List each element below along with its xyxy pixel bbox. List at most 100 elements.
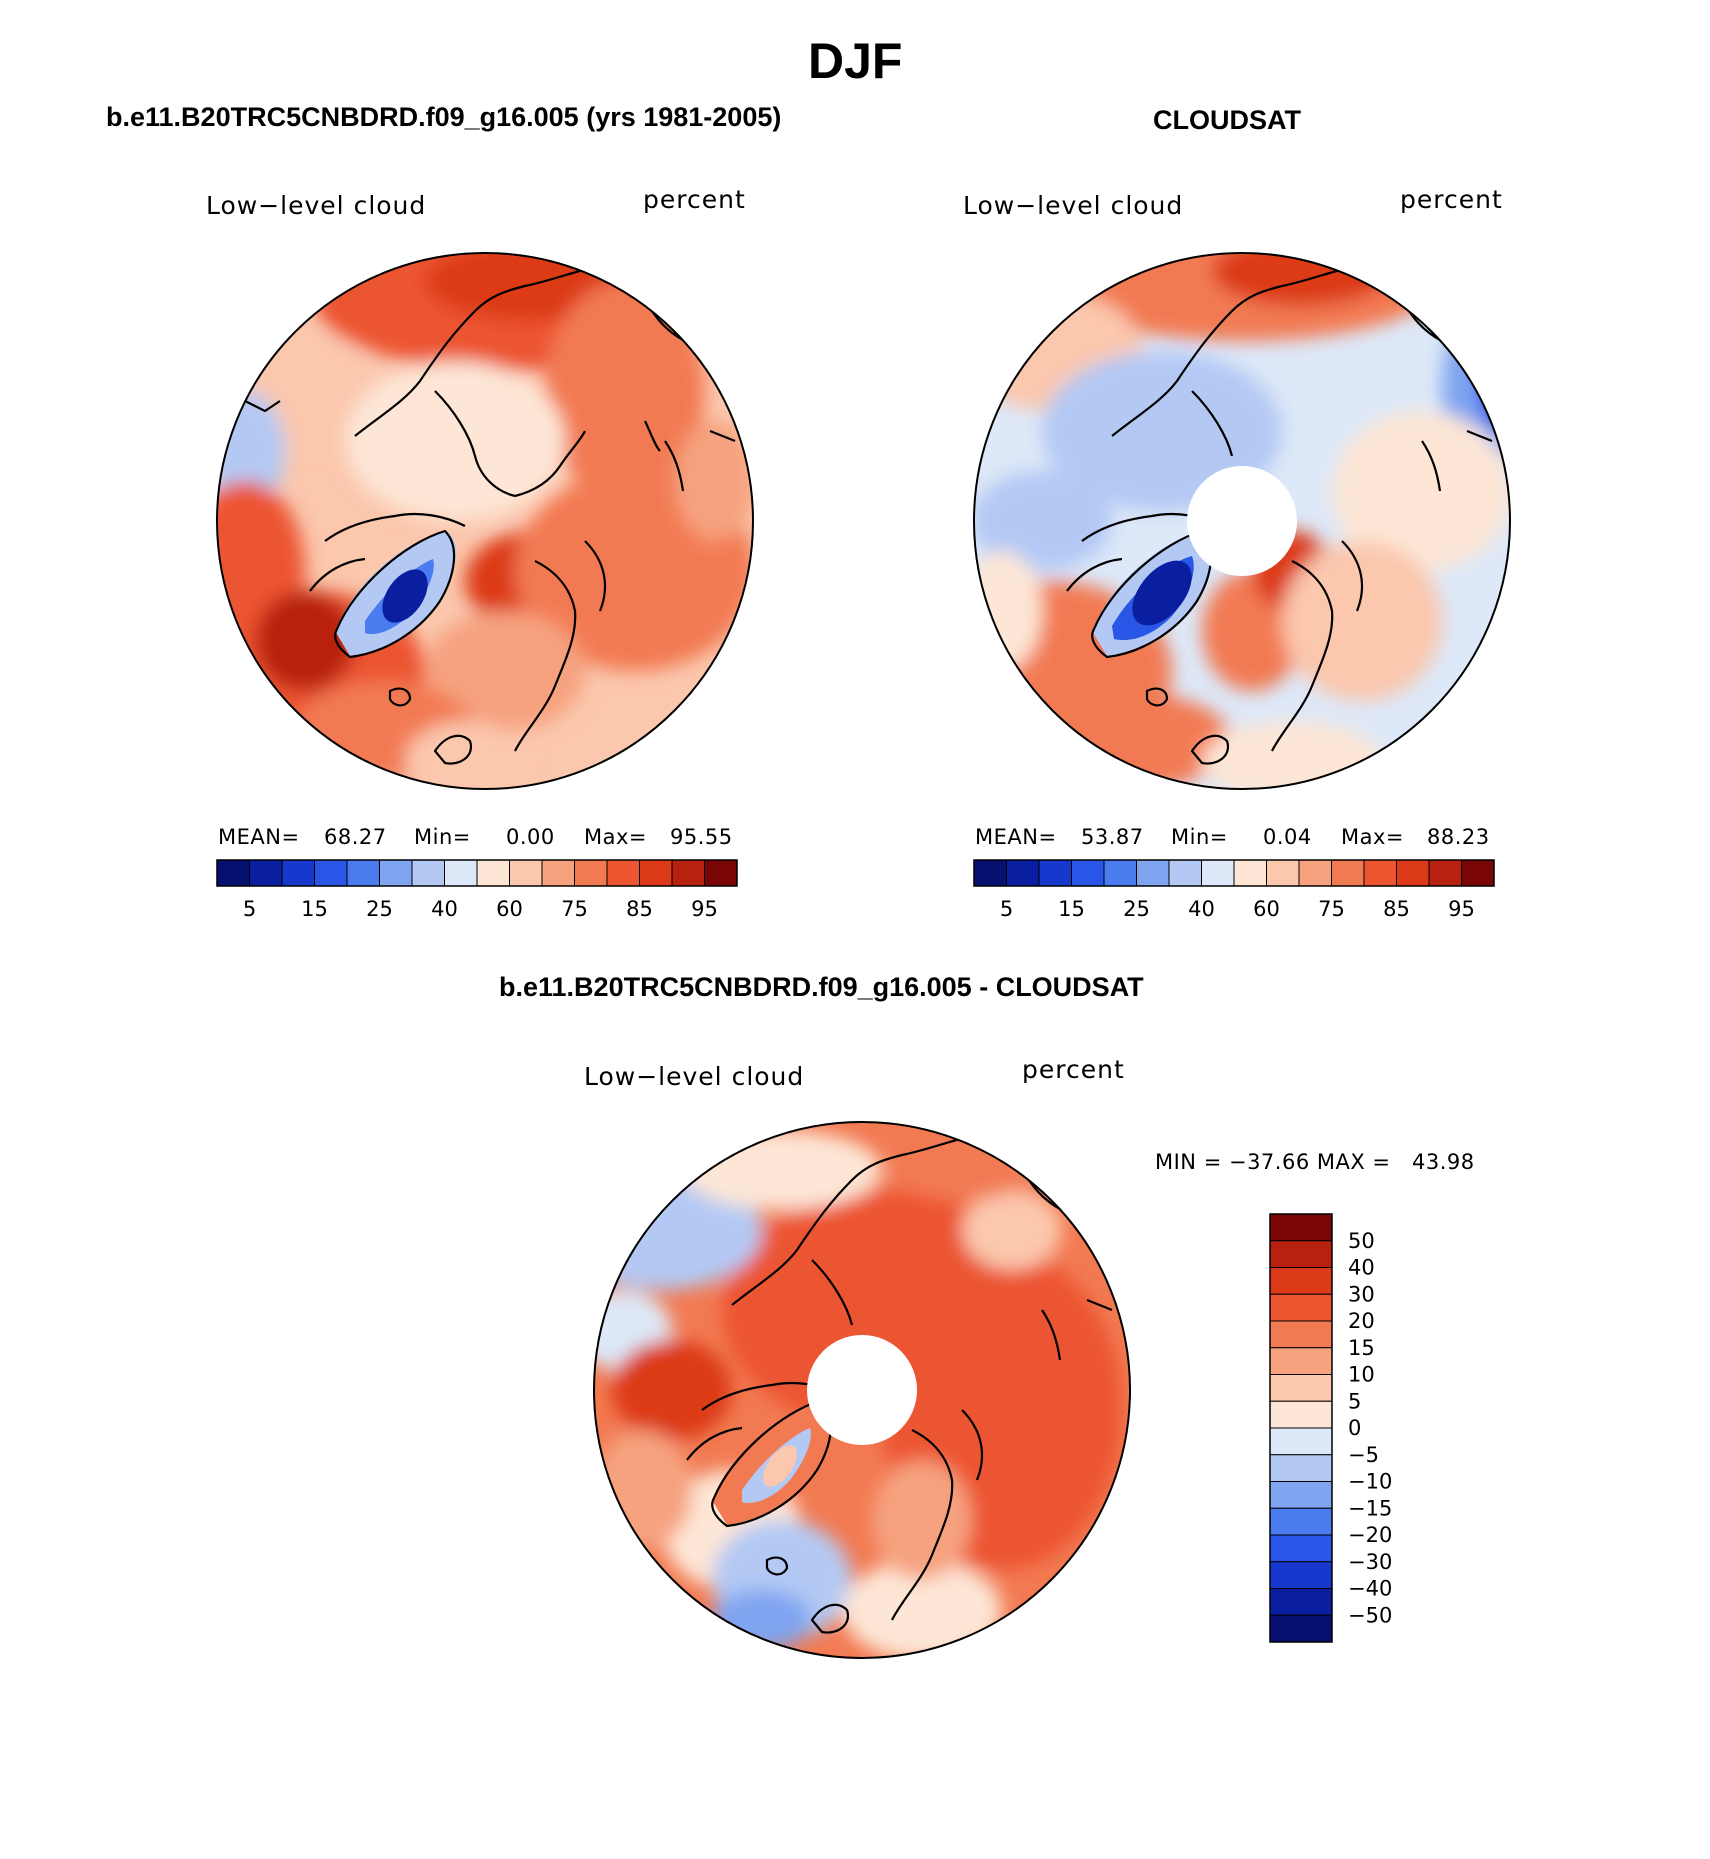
- model-colorbar-box: [444, 859, 478, 887]
- model-colorbar-box: [216, 859, 250, 887]
- model-colorbar-box: [671, 859, 705, 887]
- obs-colorbar-tick-label: 95: [1448, 897, 1475, 921]
- obs-units-label: percent: [1400, 185, 1503, 214]
- figure-title: DJF: [808, 33, 903, 89]
- model-colorbar-box: [411, 859, 445, 887]
- model-colorbar-box: [379, 859, 413, 887]
- obs-min-value: 0.04: [1263, 825, 1312, 849]
- diff-colorbar-box: [1269, 1213, 1333, 1242]
- model-colorbar-tick-label: 60: [496, 897, 523, 921]
- diff-colorbar-tick-label: 5: [1348, 1389, 1361, 1413]
- obs-colorbar-box: [1233, 859, 1267, 887]
- obs-colorbar-tick-label: 40: [1188, 897, 1215, 921]
- obs-variable-label: Low−level cloud: [963, 191, 1184, 220]
- obs-colorbar-box: [1071, 859, 1105, 887]
- model-colorbar-box: [639, 859, 673, 887]
- model-stats: MEAN= 68.27 Min= 0.00 Max= 95.55: [218, 825, 738, 851]
- obs-colorbar-box: [1363, 859, 1397, 887]
- diff-colorbar-tick-label: −20: [1348, 1523, 1392, 1547]
- obs-colorbar-tick-label: 60: [1253, 897, 1280, 921]
- obs-colorbar-box: [1266, 859, 1300, 887]
- diff-polar-map: [593, 1121, 1131, 1659]
- diff-colorbar-box: [1269, 1240, 1333, 1268]
- diff-panel-title: b.e11.B20TRC5CNBDRD.f09_g16.005 - CLOUDS…: [499, 972, 1144, 1002]
- diff-colorbar-box: [1269, 1588, 1333, 1616]
- model-mean-label: MEAN=: [218, 825, 300, 849]
- model-colorbar-box: [606, 859, 640, 887]
- diff-colorbar-tick-label: −10: [1348, 1470, 1392, 1494]
- diff-colorbar-tick-label: −5: [1348, 1443, 1379, 1467]
- model-colorbar-box: [249, 859, 283, 887]
- model-polar-map: [216, 252, 754, 790]
- model-max-value: 95.55: [670, 825, 733, 849]
- model-mean-value: 68.27: [324, 825, 387, 849]
- model-units-label: percent: [643, 185, 746, 214]
- diff-colorbar-box: [1269, 1320, 1333, 1349]
- obs-colorbar-box: [1428, 859, 1462, 887]
- diff-colorbar-box: [1269, 1561, 1333, 1589]
- model-colorbar-box: [314, 859, 348, 887]
- obs-max-label: Max=: [1341, 825, 1405, 849]
- obs-colorbar-tick-label: 25: [1123, 897, 1150, 921]
- obs-colorbar-tick-label: 85: [1383, 897, 1410, 921]
- diff-colorbar-box: [1269, 1614, 1333, 1643]
- obs-panel-title: CLOUDSAT: [1153, 105, 1301, 135]
- model-colorbar-tick-label: 95: [691, 897, 718, 921]
- model-colorbar-box: [704, 859, 738, 887]
- obs-max-value: 88.23: [1427, 825, 1490, 849]
- model-min-value: 0.00: [506, 825, 555, 849]
- diff-colorbar-tick-label: 10: [1348, 1363, 1375, 1387]
- model-min-label: Min=: [414, 825, 471, 849]
- diff-colorbar-box: [1269, 1427, 1333, 1456]
- obs-colorbar-box: [1038, 859, 1072, 887]
- model-colorbar-tick-label: 40: [431, 897, 458, 921]
- model-colorbar-box: [541, 859, 575, 887]
- diff-colorbar-tick-label: 30: [1348, 1282, 1375, 1306]
- diff-colorbar-tick-label: 0: [1348, 1416, 1361, 1440]
- obs-colorbar-tick-label: 15: [1058, 897, 1085, 921]
- diff-colorbar-box: [1269, 1507, 1333, 1536]
- obs-colorbar-box: [1298, 859, 1332, 887]
- obs-colorbar-box: [1136, 859, 1170, 887]
- obs-colorbar-box: [1168, 859, 1202, 887]
- model-colorbar-tick-label: 5: [243, 897, 256, 921]
- obs-stats: MEAN= 53.87 Min= 0.04 Max= 88.23: [975, 825, 1495, 851]
- diff-colorbar-tick-label: −40: [1348, 1577, 1392, 1601]
- diff-colorbar-tick-label: 20: [1348, 1309, 1375, 1333]
- obs-colorbar-box: [1396, 859, 1430, 887]
- model-colorbar-tick-label: 25: [366, 897, 393, 921]
- model-colorbar-tick-label: 15: [301, 897, 328, 921]
- obs-colorbar: 5 15 25 40 60 75 85 95: [973, 859, 1495, 921]
- diff-colorbar-tick-label: −15: [1348, 1496, 1392, 1520]
- diff-colorbar-box: [1269, 1400, 1333, 1429]
- diff-colorbar-tick-label: 50: [1348, 1229, 1375, 1253]
- obs-colorbar-tick-label: 5: [1000, 897, 1013, 921]
- obs-colorbar-box: [1331, 859, 1365, 887]
- model-colorbar-tick-label: 75: [561, 897, 588, 921]
- diff-colorbar-box: [1269, 1534, 1333, 1563]
- diff-colorbar-box: [1269, 1267, 1333, 1295]
- obs-colorbar-box: [1103, 859, 1137, 887]
- model-colorbar-box: [509, 859, 543, 887]
- diff-variable-label: Low−level cloud: [584, 1062, 805, 1091]
- model-colorbar-box: [574, 859, 608, 887]
- obs-polar-map: [973, 252, 1511, 790]
- model-max-label: Max=: [584, 825, 648, 849]
- obs-colorbar-box: [1006, 859, 1040, 887]
- diff-colorbar-box: [1269, 1481, 1333, 1509]
- model-colorbar-box: [476, 859, 510, 887]
- model-colorbar-box: [281, 859, 315, 887]
- obs-colorbar-box: [1201, 859, 1235, 887]
- diff-minmax: MIN = −37.66 MAX = 43.98: [1155, 1150, 1475, 1174]
- model-variable-label: Low−level cloud: [206, 191, 427, 220]
- model-colorbar: 5 15 25 40 60 75 85 95: [216, 859, 738, 921]
- obs-mean-value: 53.87: [1081, 825, 1144, 849]
- obs-mean-label: MEAN=: [975, 825, 1057, 849]
- diff-colorbar-box: [1269, 1347, 1333, 1375]
- model-panel-title: b.e11.B20TRC5CNBDRD.f09_g16.005 (yrs 198…: [106, 102, 782, 132]
- diff-colorbar-box: [1269, 1293, 1333, 1322]
- obs-colorbar-box: [973, 859, 1007, 887]
- diff-colorbar-tick-label: −50: [1348, 1603, 1392, 1627]
- diff-colorbar-tick-label: −30: [1348, 1550, 1392, 1574]
